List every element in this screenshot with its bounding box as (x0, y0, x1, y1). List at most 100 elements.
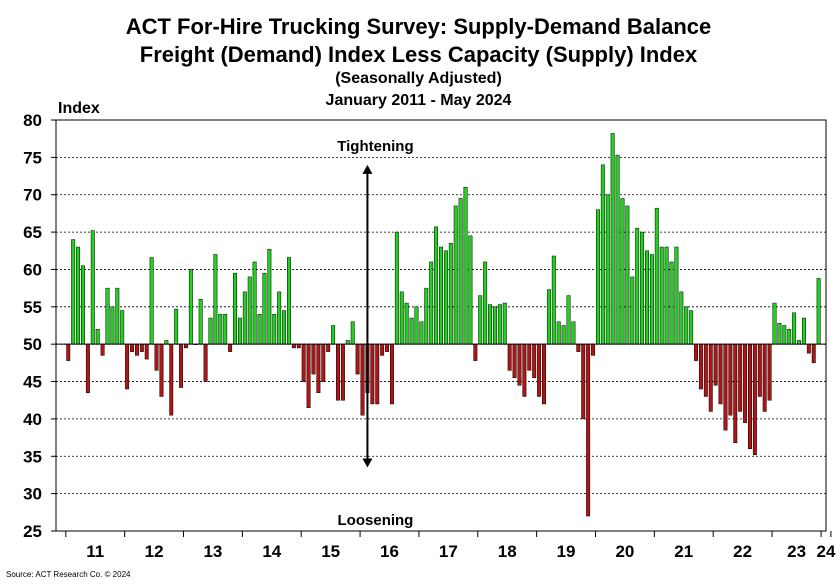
bar (640, 231, 645, 345)
bar (797, 340, 801, 345)
chart-subtitle-date-range: January 2011 - May 2024 (325, 92, 512, 109)
bar (311, 343, 316, 375)
bar (488, 304, 493, 345)
bar (448, 243, 453, 345)
x-tick-label: 20 (615, 542, 634, 561)
source-note: Source: ACT Research Co. © 2024 (6, 570, 131, 579)
x-tick-label: 19 (557, 542, 576, 561)
bar (703, 343, 708, 397)
bar (595, 209, 600, 345)
bar (257, 314, 262, 345)
bar (291, 343, 296, 349)
bar (728, 343, 733, 416)
bar (120, 310, 125, 345)
bar (139, 343, 144, 352)
bar (218, 314, 223, 345)
x-tick-label: 22 (733, 542, 752, 561)
arrow-head-up-icon (362, 164, 373, 174)
bar (527, 343, 532, 371)
bar (757, 343, 762, 397)
bar (777, 323, 782, 345)
bar (532, 343, 537, 379)
bar (389, 343, 394, 405)
bar (689, 310, 694, 345)
bar (708, 343, 713, 412)
x-tick-label: 18 (498, 542, 517, 561)
y-tick-label: 55 (23, 298, 42, 317)
bar (380, 343, 385, 356)
bar (125, 343, 130, 390)
bar (237, 317, 242, 345)
y-tick-label: 45 (23, 373, 42, 392)
bar (71, 239, 76, 345)
bar (605, 194, 610, 345)
bar (615, 154, 620, 345)
y-tick-label: 35 (23, 447, 42, 466)
bar (179, 343, 184, 388)
x-tick-label: 23 (787, 542, 806, 561)
bar (252, 261, 257, 345)
y-tick-label: 40 (23, 410, 42, 429)
bar (659, 246, 664, 345)
bar (674, 246, 679, 345)
bar (561, 325, 566, 345)
y-tick-label: 50 (23, 335, 42, 354)
bar (184, 343, 188, 349)
bar (748, 343, 752, 450)
bar (164, 340, 169, 345)
bar (228, 343, 233, 352)
x-tick-label: 21 (674, 542, 693, 561)
arrow-head-down-icon (362, 458, 373, 468)
bar (772, 302, 777, 345)
y-tick-label: 75 (23, 148, 42, 167)
bar (213, 254, 218, 345)
chart-title-line-1: ACT For-Hire Trucking Survey: Supply-Dem… (125, 14, 712, 39)
bar (198, 299, 203, 345)
bar (340, 343, 345, 401)
bar (370, 343, 375, 405)
y-tick-label: 25 (23, 522, 42, 541)
x-tick-label: 24 (817, 542, 836, 561)
bar (767, 343, 772, 401)
bar (620, 198, 625, 345)
bar (336, 343, 340, 401)
bar (247, 276, 252, 345)
bar (262, 272, 267, 345)
bar (385, 343, 390, 352)
bar (556, 321, 561, 345)
bar (81, 265, 85, 345)
bar (816, 278, 821, 345)
bar (713, 343, 718, 386)
bar (645, 250, 649, 345)
bar (267, 249, 272, 345)
bar (331, 325, 336, 345)
bar (130, 343, 134, 352)
bar (66, 343, 71, 361)
bar (100, 343, 105, 356)
bar (664, 246, 669, 345)
bar (203, 343, 208, 382)
bar (679, 291, 684, 345)
bar (738, 343, 743, 412)
bar (95, 328, 100, 345)
bar (762, 343, 767, 412)
bar (723, 343, 728, 431)
bar (90, 230, 95, 345)
bar (355, 343, 360, 375)
bar (169, 343, 174, 416)
x-tick-label: 14 (262, 542, 281, 561)
plot-frame (55, 119, 827, 532)
bar (110, 306, 115, 345)
bar (537, 343, 542, 397)
bar (286, 257, 291, 345)
bar (375, 343, 380, 405)
y-tick-label: 60 (23, 260, 42, 279)
bar (414, 306, 419, 345)
bar (149, 257, 154, 345)
bar (571, 321, 576, 345)
x-tick-label: 11 (86, 542, 104, 561)
bar (581, 343, 586, 420)
bar (591, 343, 596, 356)
